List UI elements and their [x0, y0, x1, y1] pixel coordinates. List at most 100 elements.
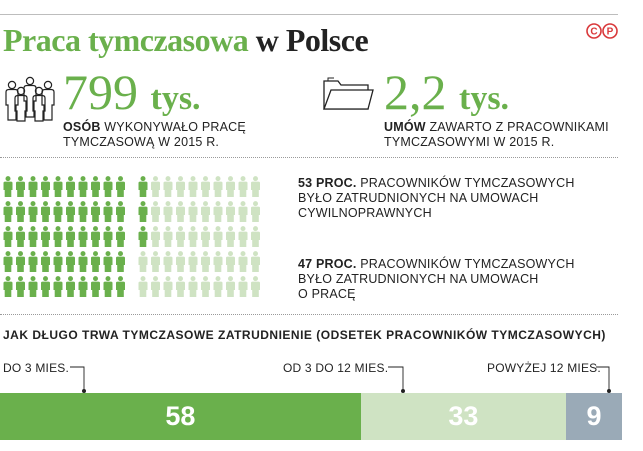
- person-icon: [238, 251, 248, 272]
- person-icon: [28, 201, 38, 222]
- person-icon: [3, 201, 13, 222]
- person-icon: [213, 226, 223, 247]
- person-icon: [251, 201, 260, 222]
- stat1-caption-line1: OSÓB WYKONYWAŁO PRACĘ: [63, 120, 246, 134]
- legend-a-line1: 53 PROC. PRACOWNIKÓW TYMCZASOWYCH: [298, 176, 575, 190]
- person-icon: [201, 251, 210, 272]
- person-icon: [66, 201, 75, 222]
- person-icon: [116, 251, 125, 272]
- person-icon: [238, 201, 248, 222]
- person-icon: [226, 226, 235, 247]
- person-icon: [188, 176, 198, 197]
- person-icon: [176, 251, 185, 272]
- person-icon: [103, 251, 113, 272]
- section-divider-2: [0, 314, 618, 315]
- person-icon: [3, 276, 13, 297]
- person-icon: [251, 226, 260, 247]
- person-icon: [213, 176, 223, 197]
- person-icon: [66, 176, 75, 197]
- stat1-number: 799: [63, 64, 138, 120]
- person-icon: [78, 201, 88, 222]
- person-icon: [163, 276, 173, 297]
- person-icon: [238, 176, 248, 197]
- person-icon: [176, 276, 185, 297]
- person-icon: [16, 201, 25, 222]
- bar-segment-0-3: 58: [0, 393, 361, 440]
- person-icon: [28, 276, 38, 297]
- stat2-caption-bold: UMÓW: [384, 120, 426, 134]
- person-icon: [163, 226, 173, 247]
- legend-b-bold: 47 PROC.: [298, 257, 357, 271]
- stat1-caption-line2: TYMCZASOWĄ W 2015 R.: [63, 135, 220, 149]
- svg-text:P: P: [607, 27, 614, 38]
- person-icon: [91, 276, 100, 297]
- people-group-icon: [5, 76, 55, 122]
- person-icon: [78, 226, 88, 247]
- legend-a-line2: BYŁO ZATRUDNIONYCH NA UMOWACH: [298, 191, 539, 205]
- person-icon: [3, 251, 13, 272]
- person-icon: [66, 276, 75, 297]
- legend-b: 47 PROC. PRACOWNIKÓW TYMCZASOWYCH BYŁO Z…: [298, 257, 598, 302]
- title-part-2: w Polsce: [255, 22, 369, 58]
- leader-3-12: [388, 366, 404, 390]
- label-3-12: OD 3 DO 12 MIES.: [283, 361, 389, 375]
- label-12-plus: POWYŻEJ 12 MIES.: [487, 361, 601, 375]
- svg-text:C: C: [590, 27, 597, 38]
- person-icon: [201, 176, 210, 197]
- person-icon: [251, 251, 260, 272]
- person-icon: [151, 226, 160, 247]
- person-icon: [251, 276, 260, 297]
- person-icon: [16, 226, 25, 247]
- person-icon: [213, 276, 223, 297]
- stat2-caption-line2: TYMCZASOWYMI W 2015 R.: [384, 135, 555, 149]
- person-icon: [201, 226, 210, 247]
- bar-segment-3-12: 33: [360, 393, 566, 440]
- person-icon: [226, 251, 235, 272]
- person-icon: [53, 176, 63, 197]
- bar-value-0-3: 58: [165, 401, 196, 431]
- person-icon: [188, 251, 198, 272]
- person-icon: [226, 276, 235, 297]
- person-icon: [16, 251, 25, 272]
- person-icon: [138, 226, 148, 247]
- person-icon: [116, 201, 125, 222]
- legend-a: 53 PROC. PRACOWNIKÓW TYMCZASOWYCH BYŁO Z…: [298, 176, 598, 221]
- person-icon: [41, 176, 50, 197]
- person-icon: [251, 176, 260, 197]
- person-icon: [91, 176, 100, 197]
- pictogram-grid: [3, 176, 260, 297]
- person-icon: [176, 176, 185, 197]
- stat1-value: 799 tys.: [63, 67, 201, 124]
- person-icon: [28, 226, 38, 247]
- person-icon: [176, 201, 185, 222]
- person-icon: [163, 251, 173, 272]
- person-icon: [151, 201, 160, 222]
- legend-b-line2: BYŁO ZATRUDNIONYCH NA UMOWACH: [298, 272, 539, 286]
- person-icon: [226, 201, 235, 222]
- stat2-caption-line1: UMÓW ZAWARTO Z PRACOWNIKAMI: [384, 120, 609, 134]
- person-icon: [78, 251, 88, 272]
- person-icon: [151, 251, 160, 272]
- person-icon: [103, 201, 113, 222]
- person-icon: [116, 226, 125, 247]
- stat1-caption-bold: OSÓB: [63, 120, 101, 134]
- person-icon: [188, 201, 198, 222]
- person-icon: [103, 176, 113, 197]
- leader-12-plus: [596, 366, 610, 390]
- person-icon: [53, 226, 63, 247]
- person-icon: [3, 176, 13, 197]
- person-icon: [78, 276, 88, 297]
- person-icon: [78, 176, 88, 197]
- label-leaders: [70, 366, 611, 393]
- person-icon: [91, 201, 100, 222]
- person-icon: [238, 226, 248, 247]
- bar-value-3-12: 33: [448, 401, 479, 431]
- duration-title: JAK DŁUGO TRWA TYMCZASOWE ZATRUDNIENIE (…: [3, 328, 606, 342]
- person-icon: [53, 201, 63, 222]
- legend-b-line1: 47 PROC. PRACOWNIKÓW TYMCZASOWYCH: [298, 257, 575, 271]
- bar-value-12-plus: 9: [586, 401, 602, 431]
- person-icon: [151, 276, 160, 297]
- person-icon: [163, 201, 173, 222]
- top-rule: [0, 14, 618, 15]
- person-icon: [116, 176, 125, 197]
